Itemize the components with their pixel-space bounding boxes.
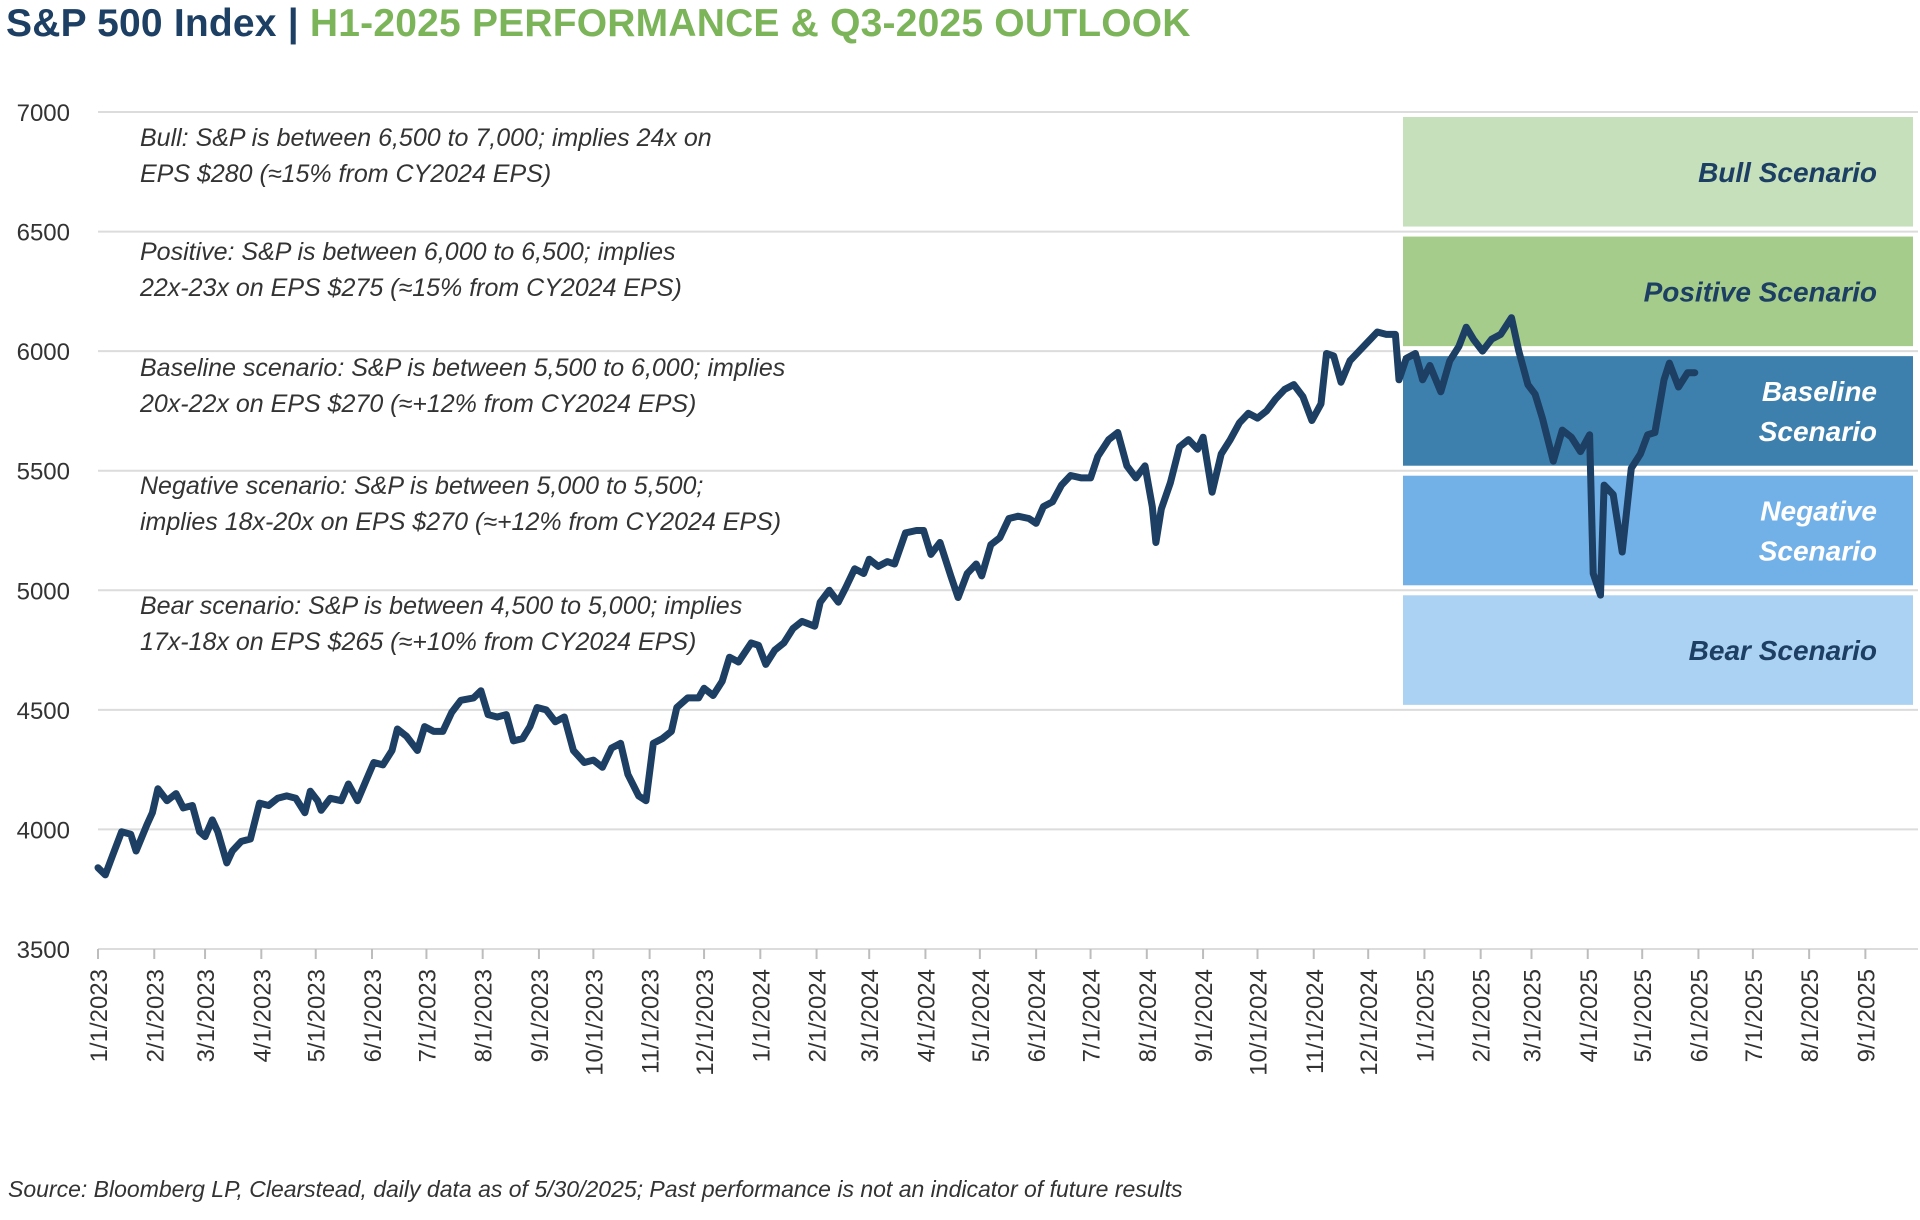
chart-title-subtitle: H1-2025 PERFORMANCE & Q3-2025 OUTLOOK	[309, 2, 1191, 45]
x-tick-label: 2/1/2024	[805, 969, 832, 1062]
scenario-band	[1403, 475, 1913, 586]
x-tick-label: 1/1/2024	[748, 969, 775, 1062]
x-tick-label: 5/1/2023	[304, 969, 331, 1062]
x-tick-label: 11/1/2023	[638, 969, 665, 1074]
chart-title-main: S&P 500 Index	[6, 2, 277, 45]
chart-title: S&P 500 Index | H1-2025 PERFORMANCE & Q3…	[6, 2, 1191, 46]
x-tick-label: 2/1/2025	[1469, 969, 1496, 1062]
y-tick-label: 6000	[17, 339, 70, 366]
x-tick-labels: 1/1/2023 2/1/2023 3/1/2023 4/1/2023 5/1/2023…	[86, 969, 1880, 1076]
y-tick-label: 4500	[17, 698, 70, 725]
x-tick-label: 6/1/2025	[1686, 969, 1713, 1062]
gridlines	[98, 111, 1918, 950]
scenario-annotation: Bear scenario: S&P is between 4,500 to 5…	[140, 592, 742, 656]
y-tick-label: 7000	[17, 100, 70, 127]
x-tick-label: 10/1/2023	[581, 969, 608, 1076]
x-tick-label: 8/1/2023	[471, 969, 498, 1062]
source-note: Source: Bloomberg LP, Clearstead, daily …	[8, 1176, 1183, 1202]
y-tick-label: 5000	[17, 578, 70, 605]
x-tick-label: 4/1/2023	[249, 969, 276, 1062]
x-tick-label: 7/1/2023	[414, 969, 441, 1062]
x-tick-label: 3/1/2025	[1519, 969, 1546, 1062]
x-tick-label: 12/1/2023	[692, 969, 719, 1076]
x-tick-label: 7/1/2024	[1079, 969, 1106, 1062]
x-tick-label: 3/1/2023	[193, 969, 220, 1062]
chart-title-separator: |	[287, 2, 299, 45]
x-tick-label: 5/1/2024	[968, 969, 995, 1062]
x-tick-label: 9/1/2023	[527, 969, 554, 1062]
y-axis: 3500 4000 4500 5000 5500 6000 6500 7000	[17, 100, 70, 964]
scenario-band	[1403, 117, 1913, 227]
x-tick-label: 9/1/2025	[1853, 969, 1880, 1062]
x-axis	[97, 948, 1918, 959]
y-tick-label: 5500	[17, 459, 70, 486]
scenario-band-label: Negative Scenario	[1759, 496, 1877, 567]
scenario-band-label: Bear Scenario	[1689, 635, 1877, 666]
scenario-band-label: Positive Scenario	[1644, 276, 1877, 307]
y-tick-label: 3500	[17, 937, 70, 964]
series-line	[94, 314, 1699, 879]
scenario-annotation: Baseline scenario: S&P is between 5,500 …	[139, 354, 785, 418]
x-tick-label: 8/1/2025	[1797, 969, 1824, 1062]
x-tick-label: 5/1/2025	[1630, 969, 1657, 1062]
scenario-annotation: Negative scenario: S&P is between 5,000 …	[140, 472, 781, 536]
x-tick-label: 4/1/2025	[1576, 969, 1603, 1062]
x-tick-label: 1/1/2023	[86, 969, 113, 1062]
scenario-annotations: Bull: S&P is between 6,500 to 7,000; imp…	[139, 124, 785, 656]
scenario-band-label: Bull Scenario	[1698, 157, 1877, 188]
x-tick-label: 10/1/2024	[1246, 969, 1273, 1076]
x-tick-label: 8/1/2024	[1135, 969, 1162, 1062]
x-tick-label: 1/1/2025	[1412, 969, 1439, 1062]
x-tick-label: 4/1/2024	[913, 969, 940, 1062]
scenario-bands: Bull Scenario Positive Scenario Baseline Sc…	[1403, 117, 1913, 705]
y-tick-label: 6500	[17, 220, 70, 247]
scenario-annotation: Positive: S&P is between 6,000 to 6,500;…	[139, 238, 682, 302]
y-tick-label: 4000	[17, 817, 70, 844]
x-tick-label: 6/1/2023	[360, 969, 387, 1062]
scenario-band	[1403, 595, 1913, 705]
scenario-band	[1403, 236, 1913, 347]
scenario-annotation: Bull: S&P is between 6,500 to 7,000; imp…	[140, 124, 712, 188]
series-line-group	[94, 314, 1699, 879]
x-tick-label: 6/1/2024	[1024, 969, 1051, 1062]
x-tick-label: 7/1/2025	[1741, 969, 1768, 1062]
x-tick-label: 3/1/2024	[857, 969, 884, 1062]
x-tick-label: 12/1/2024	[1356, 969, 1383, 1076]
x-tick-label: 9/1/2024	[1191, 969, 1218, 1062]
x-tick-label: 11/1/2024	[1302, 969, 1329, 1074]
scenario-band-label: Baseline Scenario	[1759, 376, 1877, 447]
x-tick-label: 2/1/2023	[142, 969, 169, 1062]
